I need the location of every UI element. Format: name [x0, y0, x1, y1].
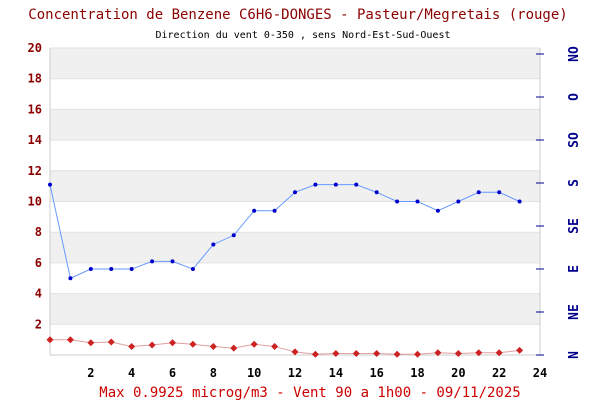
- benzene-line: [50, 339, 520, 355]
- x-axis-ticks: 2 4 6 8 10 12 14 16 18 20 22 24: [87, 366, 547, 380]
- wind-direction-label: E: [567, 265, 582, 273]
- y-tick-label: 18: [28, 72, 42, 86]
- wind-point: [272, 208, 277, 213]
- wind-point: [48, 182, 52, 187]
- y-tick-label: 8: [35, 225, 42, 239]
- grid-band: [50, 109, 540, 141]
- wind-point: [476, 190, 481, 195]
- grid-band: [50, 262, 540, 294]
- wind-point: [354, 182, 359, 187]
- series-benzene: [46, 336, 524, 358]
- wind-direction-label: S: [567, 179, 582, 187]
- benzene-point: [291, 348, 299, 356]
- wind-direction-axis-ticks: N NE E SE S SO O NO: [536, 46, 582, 359]
- wind-line: [49, 184, 520, 279]
- x-tick-label: 8: [210, 366, 217, 380]
- benzene-point: [414, 350, 421, 358]
- x-tick-label: 6: [169, 366, 176, 380]
- wind-direction-label: NO: [567, 46, 582, 62]
- wind-point: [333, 182, 338, 187]
- wind-point: [252, 208, 257, 213]
- grid-band: [50, 232, 540, 263]
- wind-direction-label: SO: [567, 132, 582, 148]
- benzene-point: [148, 341, 156, 349]
- wind-point: [293, 190, 297, 195]
- x-tick-label: 12: [288, 366, 302, 380]
- x-tick-label: 16: [369, 366, 383, 380]
- benzene-point: [46, 336, 54, 344]
- benzene-point: [516, 346, 524, 354]
- chart-title: Concentration de Benzene C6H6-DONGES - P…: [28, 7, 567, 23]
- chart-subtitle: Direction du vent 0-350 , sens Nord-Est-…: [155, 30, 450, 41]
- wind-point: [150, 259, 155, 264]
- benzene-point: [189, 340, 197, 348]
- wind-point: [88, 267, 93, 272]
- wind-point: [497, 190, 502, 195]
- wind-direction-label: SE: [567, 218, 582, 234]
- wind-point: [415, 199, 420, 204]
- y-axis-ticks: 2 4 6 8 10 12 14 16 18 20: [28, 41, 42, 331]
- benzene-point: [495, 349, 503, 357]
- wind-point: [129, 267, 134, 272]
- chart-footer: Max 0.9925 microg/m3 - Vent 90 a 1h00 - …: [99, 385, 520, 400]
- grid-band: [50, 140, 540, 171]
- wind-point: [190, 267, 195, 272]
- y-tick-label: 14: [28, 133, 42, 147]
- benzene-point: [454, 349, 462, 357]
- grid-band: [50, 170, 540, 202]
- benzene-point: [87, 339, 95, 347]
- benzene-point: [66, 336, 74, 344]
- y-tick-label: 16: [28, 102, 42, 116]
- benzene-point: [107, 338, 115, 346]
- y-tick-label: 4: [35, 287, 42, 301]
- wind-point: [109, 267, 114, 272]
- benzene-point: [475, 349, 483, 357]
- x-tick-label: 2: [87, 366, 94, 380]
- grid-band: [50, 293, 540, 325]
- x-tick-label: 4: [128, 366, 135, 380]
- grid-band: [50, 48, 540, 79]
- wind-point: [313, 182, 318, 187]
- wind-point: [68, 276, 73, 281]
- wind-point: [517, 199, 522, 204]
- benzene-point: [332, 349, 340, 357]
- y-tick-label: 2: [35, 317, 42, 331]
- wind-direction-label: NE: [567, 304, 582, 320]
- x-tick-label: 18: [410, 366, 424, 380]
- series-wind-direction: [48, 182, 522, 281]
- x-tick-label: 20: [451, 366, 465, 380]
- wind-point: [395, 199, 400, 204]
- benzene-point: [250, 340, 258, 348]
- benzene-point: [128, 343, 136, 351]
- wind-point: [211, 242, 216, 247]
- benzene-point: [209, 343, 217, 351]
- x-tick-label: 24: [533, 366, 547, 380]
- y-tick-label: 10: [28, 195, 42, 209]
- wind-point: [170, 259, 175, 264]
- benzene-point: [434, 349, 442, 357]
- y-tick-label: 6: [35, 256, 42, 270]
- x-tick-label: 22: [492, 366, 506, 380]
- wind-point: [374, 190, 379, 195]
- wind-point: [231, 233, 236, 238]
- benzene-point: [373, 349, 381, 357]
- x-tick-label: 14: [329, 366, 343, 380]
- benzene-point: [311, 350, 319, 358]
- wind-point: [456, 199, 461, 204]
- wind-point: [435, 208, 440, 213]
- grid-band: [50, 78, 540, 110]
- y-tick-label: 20: [28, 41, 42, 55]
- x-tick-label: 10: [247, 366, 261, 380]
- benzene-point: [169, 339, 176, 347]
- grid-bands: [50, 47, 540, 355]
- benzene-point: [230, 344, 238, 352]
- wind-direction-label: O: [567, 93, 582, 101]
- benzene-point: [393, 350, 401, 358]
- y-tick-label: 12: [28, 164, 42, 178]
- grid-band: [50, 201, 540, 233]
- wind-direction-label: N: [567, 351, 582, 359]
- benzene-point: [352, 349, 360, 357]
- benzene-point: [271, 343, 279, 351]
